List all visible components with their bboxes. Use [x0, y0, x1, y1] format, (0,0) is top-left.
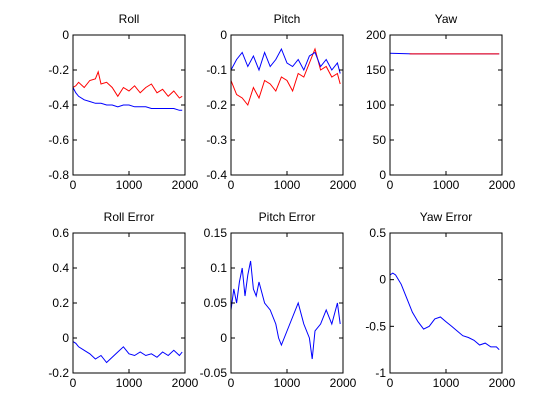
- y-tick-label: 50: [373, 133, 387, 147]
- y-tick-label: -0.1: [206, 63, 227, 77]
- series-line-1: [231, 47, 341, 74]
- y-tick-label: 0: [379, 273, 386, 287]
- series-line-0: [231, 47, 341, 107]
- y-tick-label: -0.2: [48, 366, 69, 380]
- x-tick-label: 2000: [330, 376, 357, 390]
- y-tick-label: 0.05: [204, 296, 228, 310]
- x-tick-label: 0: [387, 376, 394, 390]
- x-tick-label: 1000: [433, 376, 460, 390]
- x-tick-label: 1000: [116, 376, 143, 390]
- y-tick-label: -0.4: [206, 168, 227, 182]
- y-tick-label: 200: [366, 28, 386, 42]
- series-line-0: [73, 341, 183, 364]
- y-tick-label: -0.05: [200, 366, 228, 380]
- subplot-title: Pitch: [274, 12, 301, 26]
- y-tick-label: 0.6: [52, 226, 69, 240]
- axes-box: [389, 232, 503, 374]
- y-tick-label: 0.1: [210, 261, 227, 275]
- x-tick-label: 2000: [489, 376, 516, 390]
- x-tick-label: 2000: [489, 178, 516, 192]
- subplot-2: Yaw 0 1000 2000 0 50 100 150 200: [366, 12, 516, 192]
- subplot-title: Yaw: [435, 12, 458, 26]
- x-tick-label: 1000: [274, 376, 301, 390]
- y-tick-label: -0.3: [206, 133, 227, 147]
- subplot-title: Roll Error: [104, 210, 155, 224]
- x-tick-label: 2000: [330, 178, 357, 192]
- y-tick-label: 150: [366, 63, 386, 77]
- y-tick-label: 0.4: [52, 261, 69, 275]
- y-tick-label: 100: [366, 98, 386, 112]
- series-line-0: [231, 260, 341, 360]
- axes-box: [389, 34, 503, 176]
- y-tick-label: -0.4: [48, 98, 69, 112]
- y-tick-label: 0: [220, 28, 227, 42]
- y-tick-label: -0.2: [48, 63, 69, 77]
- x-tick-label: 1000: [274, 178, 301, 192]
- y-tick-label: 0.5: [369, 226, 386, 240]
- y-tick-label: 0: [220, 331, 227, 345]
- subplot-title: Roll: [119, 12, 140, 26]
- series-line-1: [73, 87, 183, 111]
- x-tick-label: 1000: [433, 178, 460, 192]
- x-tick-label: 0: [228, 178, 235, 192]
- y-tick-label: -0.6: [48, 133, 69, 147]
- x-tick-label: 0: [70, 178, 77, 192]
- subplot-title: Pitch Error: [259, 210, 316, 224]
- x-tick-label: 0: [228, 376, 235, 390]
- y-tick-label: -0.8: [48, 168, 69, 182]
- x-tick-label: 0: [70, 376, 77, 390]
- subplot-0: Roll 0 1000 2000 -0.8 -0.6 -0.4 -0.2 0: [48, 12, 198, 192]
- axes-box: [230, 232, 344, 374]
- subplot-5: Yaw Error 0 1000 2000 -1 -0.5 0 0.5: [365, 210, 515, 390]
- series-line-0: [73, 70, 183, 99]
- axes-box: [72, 232, 186, 374]
- x-tick-label: 2000: [172, 178, 199, 192]
- y-tick-label: -0.2: [206, 98, 227, 112]
- y-tick-label: -0.5: [365, 319, 386, 333]
- y-tick-label: 0: [62, 28, 69, 42]
- subplot-title: Yaw Error: [420, 210, 472, 224]
- x-tick-label: 2000: [172, 376, 199, 390]
- y-tick-label: -1: [375, 366, 386, 380]
- x-tick-label: 1000: [116, 178, 143, 192]
- y-tick-label: 0: [379, 168, 386, 182]
- y-tick-label: 0.2: [52, 296, 69, 310]
- x-tick-label: 0: [387, 178, 394, 192]
- y-tick-label: 0: [62, 331, 69, 345]
- subplot-1: Pitch 0 1000 2000 -0.4 -0.3 -0.2 -0.1 0: [206, 12, 356, 192]
- y-tick-label: 0.15: [204, 226, 228, 240]
- series-line-0: [390, 272, 500, 351]
